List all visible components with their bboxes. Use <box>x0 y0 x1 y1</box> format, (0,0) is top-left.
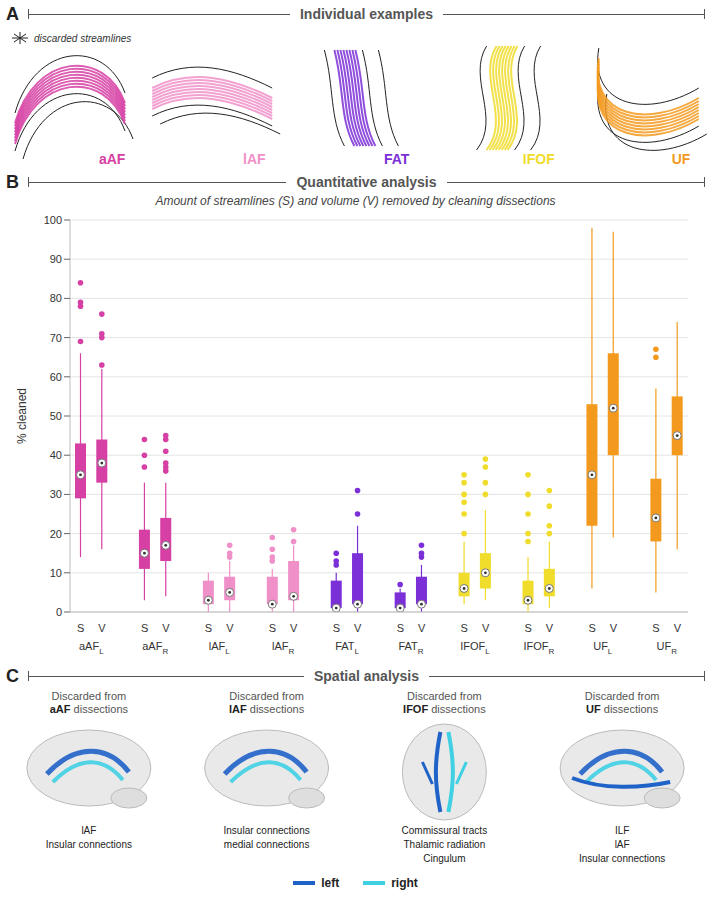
svg-text:FAT: FAT <box>384 151 410 167</box>
svg-text:aAF: aAF <box>99 151 126 167</box>
svg-text:lAFL: lAFL <box>209 640 231 656</box>
html-text:Individual examples: Individual examples <box>300 6 433 22</box>
svg-text:70: 70 <box>50 332 62 344</box>
svg-text:V: V <box>354 622 362 634</box>
svg-text:IFOFL: IFOFL <box>460 640 490 656</box>
svg-text:UFL: UFL <box>593 640 613 656</box>
svg-text:IFOFR: IFOFR <box>523 640 554 656</box>
svg-text:S: S <box>461 622 468 634</box>
svg-text:20: 20 <box>50 528 62 540</box>
svg-text:S: S <box>205 622 212 634</box>
svg-text:UF: UF <box>672 151 691 167</box>
svg-text:S: S <box>397 622 404 634</box>
svg-text:UFR: UFR <box>656 640 677 656</box>
svg-text:30: 30 <box>50 488 62 500</box>
svg-text:0: 0 <box>56 606 62 618</box>
svg-text:V: V <box>418 622 426 634</box>
svg-text:% cleaned: % cleaned <box>15 388 29 444</box>
html-text:B: B <box>6 171 19 192</box>
svg-text:lAF: lAF <box>81 825 96 836</box>
svg-text:ILF: ILF <box>615 825 629 836</box>
svg-text:lAFR: lAFR <box>272 640 295 656</box>
svg-text:medial connections: medial connections <box>224 839 310 850</box>
svg-text:S: S <box>588 622 595 634</box>
svg-text:Commissural tracts: Commissural tracts <box>402 825 488 836</box>
svg-text:V: V <box>226 622 234 634</box>
svg-text:aAFR: aAFR <box>142 640 168 656</box>
svg-text:V: V <box>162 622 170 634</box>
svg-text:Insular connections: Insular connections <box>46 839 132 850</box>
svg-text:Discarded from: Discarded from <box>229 690 304 702</box>
svg-text:Insular connections: Insular connections <box>579 853 665 864</box>
html-text:Amount of streamlines (S) and: Amount of streamlines (S) and volume (V)… <box>155 194 556 208</box>
html-text:A: A <box>6 3 19 24</box>
svg-text:60: 60 <box>50 371 62 383</box>
svg-text:discarded streamlines: discarded streamlines <box>34 33 131 44</box>
svg-text:V: V <box>610 622 618 634</box>
svg-text:Discarded from: Discarded from <box>407 690 482 702</box>
svg-text:Thalamic radiation: Thalamic radiation <box>404 839 486 850</box>
svg-text:V: V <box>674 622 682 634</box>
svg-text:Discarded from: Discarded from <box>585 690 660 702</box>
html-text:left: left <box>321 876 340 890</box>
svg-text:FATL: FATL <box>335 640 359 656</box>
svg-text:aAF dissections: aAF dissections <box>50 703 129 715</box>
html-text:Quantitative analysis: Quantitative analysis <box>296 174 437 190</box>
svg-text:FATR: FATR <box>398 640 423 656</box>
svg-text:80: 80 <box>50 292 62 304</box>
svg-text:100: 100 <box>44 214 62 226</box>
html-text:right: right <box>391 876 418 890</box>
svg-text:S: S <box>333 622 340 634</box>
svg-text:90: 90 <box>50 253 62 265</box>
svg-text:Discarded from: Discarded from <box>52 690 127 702</box>
svg-text:lAF: lAF <box>243 151 266 167</box>
svg-text:IFOF dissections: IFOF dissections <box>403 703 486 715</box>
svg-text:V: V <box>290 622 298 634</box>
svg-text:S: S <box>652 622 659 634</box>
html-text:Spatial analysis: Spatial analysis <box>314 668 419 684</box>
svg-text:S: S <box>77 622 84 634</box>
svg-text:10: 10 <box>50 567 62 579</box>
svg-text:S: S <box>525 622 532 634</box>
svg-text:50: 50 <box>50 410 62 422</box>
svg-text:V: V <box>482 622 490 634</box>
svg-text:lAF: lAF <box>615 839 630 850</box>
svg-text:V: V <box>98 622 106 634</box>
svg-text:Cingulum: Cingulum <box>423 853 465 864</box>
html-text:C: C <box>6 665 19 686</box>
svg-text:V: V <box>546 622 554 634</box>
svg-text:IFOF: IFOF <box>523 151 555 167</box>
svg-text:40: 40 <box>50 449 62 461</box>
svg-text:S: S <box>141 622 148 634</box>
svg-text:UF dissections: UF dissections <box>586 703 659 715</box>
svg-text:S: S <box>269 622 276 634</box>
svg-text:aAFL: aAFL <box>79 640 104 656</box>
svg-text:lAF dissections: lAF dissections <box>229 703 305 715</box>
svg-text:Insular connections: Insular connections <box>224 825 310 836</box>
